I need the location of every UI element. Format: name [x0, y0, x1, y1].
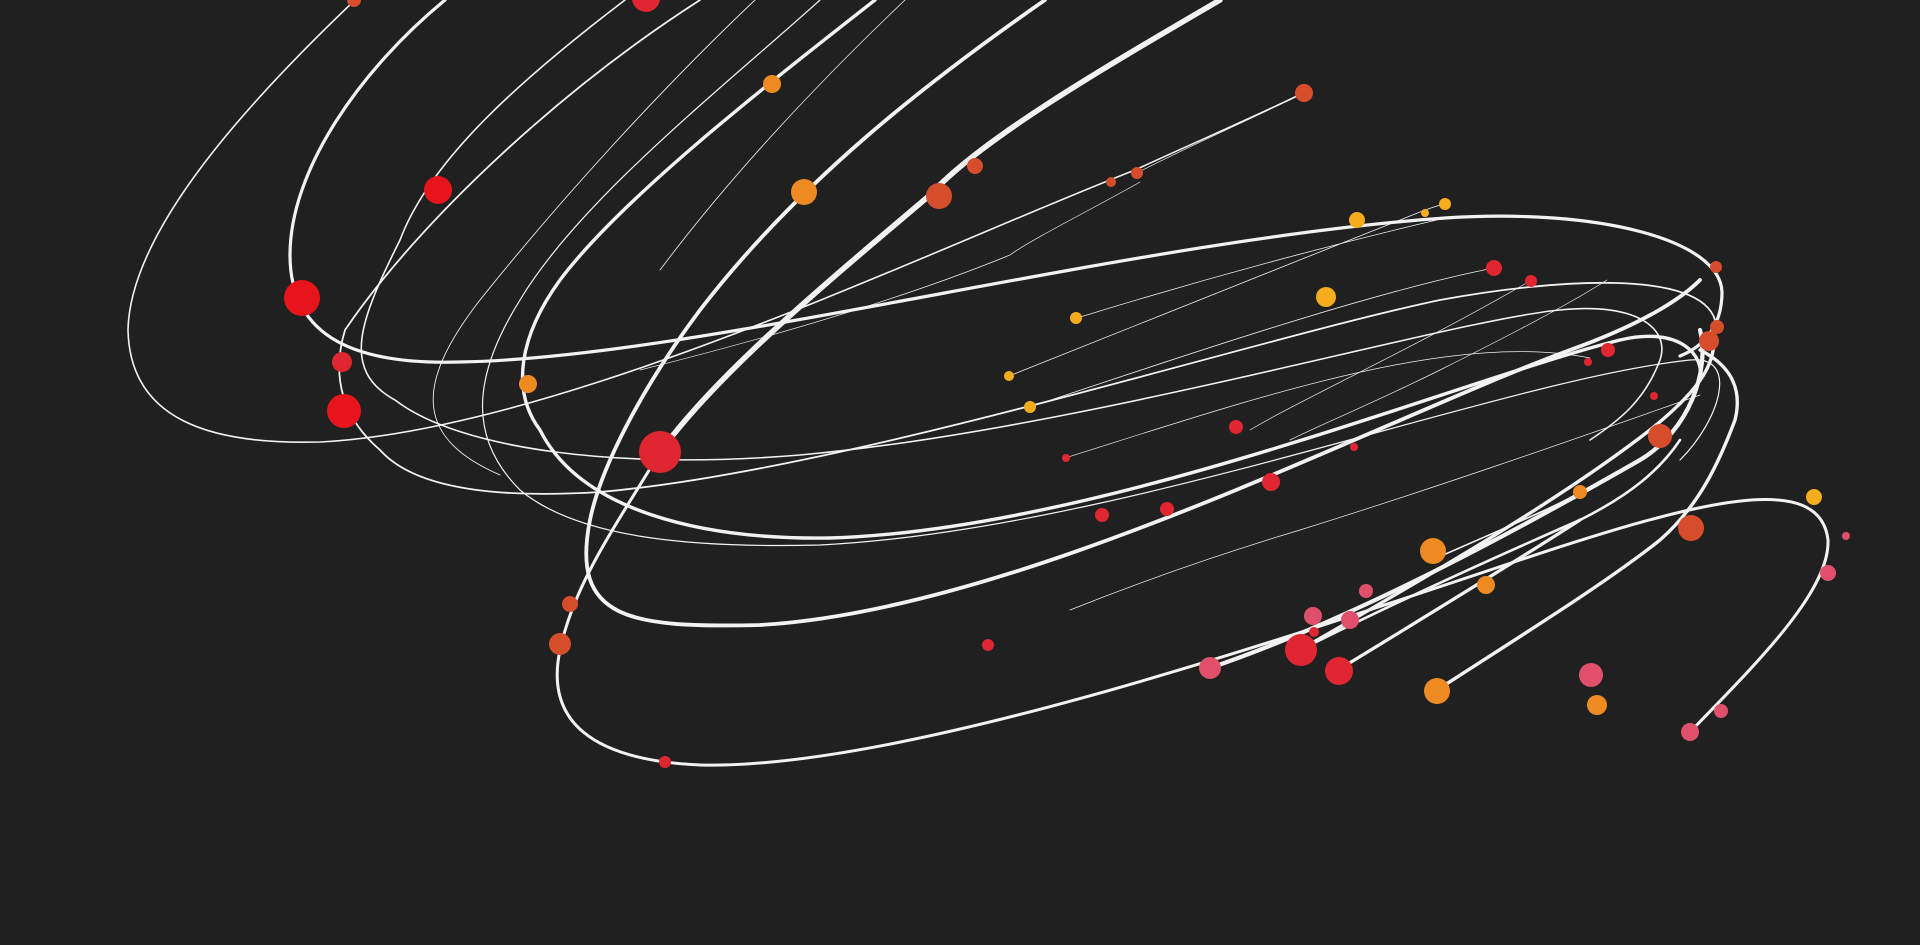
orbit-trail — [1431, 491, 1581, 561]
particle-dot — [1650, 392, 1658, 400]
orbit-trail — [1069, 394, 1701, 611]
particle-dot — [1806, 489, 1822, 505]
particle-dot — [926, 183, 952, 209]
particle-dot — [1424, 678, 1450, 704]
particle-dot — [1304, 607, 1322, 625]
orbit-trail — [1336, 518, 1582, 672]
particle-dot — [1262, 473, 1280, 491]
orbit-trail — [1289, 279, 1608, 441]
orbit-trail — [584, 0, 1702, 628]
orbit-trail — [1136, 91, 1306, 174]
particle-dot — [1678, 515, 1704, 541]
particle-dot — [1587, 695, 1607, 715]
particle-dot — [659, 756, 671, 768]
particle-dot — [1316, 287, 1336, 307]
particle-dot — [1285, 634, 1317, 666]
particle-dot — [1486, 260, 1502, 276]
orbit-trail — [288, 0, 1724, 364]
particle-dot — [1062, 454, 1070, 462]
particle-dot — [1349, 212, 1365, 228]
orbit-trail — [659, 0, 906, 271]
particle-dot — [1710, 320, 1724, 334]
particle-dot — [1714, 704, 1728, 718]
particle-dot — [1325, 657, 1353, 685]
particle-dot — [1820, 565, 1836, 581]
particle-dot — [1295, 84, 1313, 102]
orbit-trail — [1249, 280, 1531, 431]
particle-dot — [639, 431, 681, 473]
particle-dot — [1601, 343, 1615, 357]
particle-dot — [1525, 275, 1537, 287]
particles — [284, 0, 1850, 768]
orbit-trail — [1298, 328, 1716, 652]
orbit-trail — [338, 0, 1716, 495]
particle-dot — [1420, 538, 1446, 564]
particle-dot — [1024, 401, 1036, 413]
orbit-trail — [520, 0, 1703, 540]
orbit-trails — [127, 0, 1830, 767]
particle-dot — [1070, 312, 1082, 324]
particle-dot — [1131, 167, 1143, 179]
particle-dot — [1095, 508, 1109, 522]
particle-dot — [1359, 584, 1373, 598]
particle-dot — [1699, 331, 1719, 351]
particle-dot — [1106, 177, 1116, 187]
orbit-trail — [481, 0, 1721, 547]
orbit-trail — [1029, 267, 1495, 408]
orbit-trail — [432, 0, 756, 476]
particle-dot — [327, 394, 361, 428]
particle-dot — [1579, 663, 1603, 687]
particle-dot — [1681, 723, 1699, 741]
orbit-trail — [1435, 348, 1739, 692]
particle-dot — [982, 639, 994, 651]
particle-dot — [1421, 209, 1429, 217]
particle-dot — [1004, 371, 1014, 381]
particle-dot — [791, 179, 817, 205]
particle-dot — [1584, 358, 1592, 366]
orbit-trail — [360, 0, 1663, 461]
particle-dot — [1309, 627, 1319, 637]
particle-dot — [562, 596, 578, 612]
particle-dot — [1199, 657, 1221, 679]
particle-dot — [1229, 420, 1243, 434]
orbit-trail — [639, 181, 1141, 371]
particle-dot — [519, 375, 537, 393]
particle-dot — [1439, 198, 1451, 210]
particle-dot — [1160, 502, 1174, 516]
particle-dot — [1477, 576, 1495, 594]
orbit-trail — [1064, 351, 1591, 459]
particle-dot — [1710, 261, 1722, 273]
particle-dot — [347, 0, 361, 7]
particle-dot — [632, 0, 660, 12]
particle-dot — [332, 352, 352, 372]
particle-dot — [1648, 424, 1672, 448]
orbit-trail — [1298, 438, 1682, 652]
orbit-trail — [1076, 217, 1446, 319]
particle-dot — [1842, 532, 1850, 540]
particle-dot — [424, 176, 452, 204]
particle-dot — [1573, 485, 1587, 499]
particle-dot — [1350, 443, 1358, 451]
particle-dot — [1341, 611, 1359, 629]
particle-dot — [284, 280, 320, 316]
particle-dot — [967, 158, 983, 174]
particle-dot — [549, 633, 571, 655]
particle-dot — [763, 75, 781, 93]
